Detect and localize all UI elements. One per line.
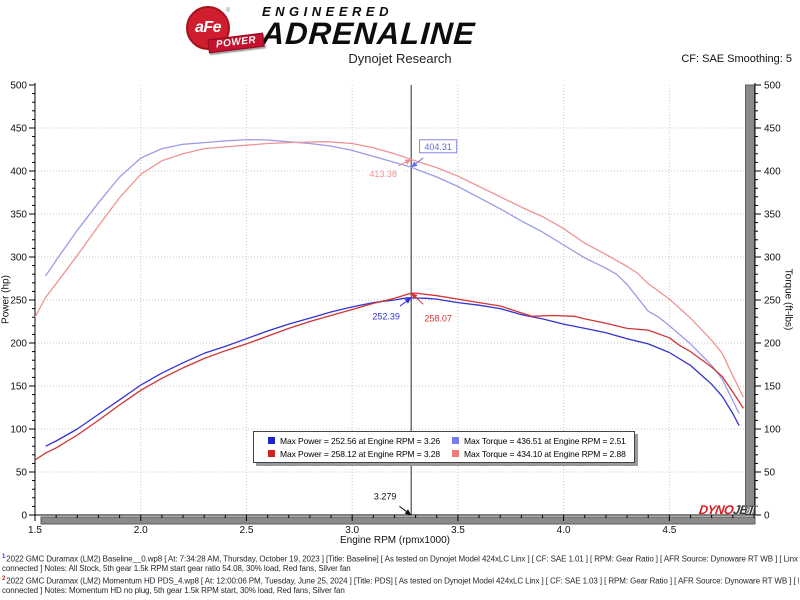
annotation-value-label: 258.07 (424, 314, 452, 324)
torque-tick-label: 250 (764, 296, 781, 307)
torque-tick-label: 0 (764, 511, 770, 522)
annotation-value-label: 252.39 (372, 311, 400, 321)
annotation-arrowhead (411, 293, 418, 300)
rpm-tick-label: 4.0 (557, 525, 571, 536)
bottom-axis-title: Engine RPM (rpmx1000) (339, 535, 451, 546)
torque-tick-label: 500 (764, 81, 781, 92)
annotation-arrow (415, 157, 424, 165)
registered-mark: ® (225, 8, 230, 14)
legend-swatch-power-baseline (268, 437, 275, 444)
smoothing-setting-label: CF: SAE Smoothing: 5 (681, 53, 792, 65)
brand-engineered-text: ENGINEERED (262, 4, 393, 19)
curve (45, 297, 740, 447)
run1-info-text: 2022 GMC Duramax (LM2) Baseline__0.wp8 [… (6, 554, 799, 563)
legend-row-baseline: Max Power = 252.56 at Engine RPM = 3.26 … (268, 434, 634, 447)
legend-box: Max Power = 252.56 at Engine RPM = 3.26 … (253, 431, 635, 463)
curve (34, 141, 744, 398)
rpm-tick-label: 3.5 (451, 525, 465, 536)
annotation-arrow (398, 161, 407, 167)
power-tick-label: 350 (10, 210, 27, 221)
legend-swatch-power-pds (268, 450, 275, 457)
legend-entry: Max Power = 258.12 at Engine RPM = 3.28 (268, 449, 452, 459)
power-tick-label: 150 (10, 382, 27, 393)
power-tick-label: 300 (10, 253, 27, 264)
legend-swatch-torque-pds (452, 450, 459, 457)
annotation-arrowhead (411, 161, 418, 168)
annotation-arrow (399, 301, 407, 307)
torque-tick-label: 100 (764, 425, 781, 436)
power-tick-label: 200 (10, 339, 27, 350)
rpm-tick-label: 3.0 (345, 525, 359, 536)
run2-notes-text: connected ] Notes: Momentum HD no plug, … (2, 586, 345, 595)
run1-notes-text: connected ] Notes: All Stock, 5th gear 1… (2, 564, 351, 573)
run2-marker: 2 (2, 576, 6, 582)
annotation-arrowhead (404, 509, 412, 515)
y-range-scrollbar[interactable] (745, 84, 755, 516)
power-tick-label: 50 (16, 468, 28, 479)
page-title: Dynojet Research (348, 51, 452, 66)
annotation-label-bg (367, 309, 405, 323)
curve (45, 138, 740, 414)
dynojet-logo-dyno: DYNO (698, 503, 735, 517)
annotation-value-label: 3.279 (374, 492, 397, 502)
legend-label: Max Torque = 434.10 at Engine RPM = 2.88 (464, 448, 626, 459)
annotation-arrowhead (404, 159, 412, 165)
legend-entry: Max Torque = 436.51 at Engine RPM = 2.51 (452, 436, 626, 446)
torque-tick-label: 50 (764, 468, 776, 479)
legend-swatch-torque-baseline (452, 437, 459, 444)
annotation-arrow (415, 296, 424, 305)
power-tick-label: 250 (10, 296, 27, 307)
run2-notes-line: connected ] Notes: Momentum HD no plug, … (2, 585, 799, 596)
rpm-tick-label: 2.5 (240, 525, 254, 536)
annotation-arrowhead (404, 297, 412, 304)
annotation-value-label: 413.38 (369, 169, 397, 179)
run2-info-line: 22022 GMC Duramax (LM2) Momentum HD PDS_… (2, 574, 799, 585)
run1-notes-line: connected ] Notes: All Stock, 5th gear 1… (2, 563, 799, 574)
annotation-label-bg (364, 166, 402, 180)
power-tick-label: 100 (10, 425, 27, 436)
run2-info-text: 2022 GMC Duramax (LM2) Momentum HD PDS_4… (6, 576, 799, 585)
rpm-tick-label: 2.0 (134, 525, 148, 536)
legend-label: Max Power = 252.56 at Engine RPM = 3.26 (280, 435, 441, 446)
legend-entry: Max Power = 252.56 at Engine RPM = 3.26 (268, 436, 452, 446)
legend-label: Max Torque = 436.51 at Engine RPM = 2.51 (464, 435, 626, 446)
afe-adrenaline-logo: aFe ® POWER ENGINEERED ADRENALINE (186, 4, 616, 54)
torque-tick-label: 300 (764, 253, 781, 264)
dynojet-logo-jet: JET (732, 503, 756, 517)
legend-entry: Max Torque = 434.10 at Engine RPM = 2.88 (452, 449, 626, 459)
rpm-tick-label: 1.5 (28, 525, 42, 536)
torque-tick-label: 350 (764, 210, 781, 221)
annotation-label-bg (419, 139, 458, 154)
run1-info-line: 12022 GMC Duramax (LM2) Baseline__0.wp8 … (2, 552, 799, 563)
legend-label: Max Power = 258.12 at Engine RPM = 3.28 (280, 448, 441, 459)
legend-row-pds: Max Power = 258.12 at Engine RPM = 3.28 … (268, 447, 634, 460)
run1-marker: 1 (2, 554, 6, 560)
annotation-value-label: 404.31 (424, 142, 452, 152)
annotation-label-bg (419, 311, 457, 325)
dynojet-logo: DYNOJET (698, 503, 756, 517)
torque-tick-label: 400 (764, 167, 781, 178)
rpm-tick-label: 4.5 (662, 525, 676, 536)
run-notes: 12022 GMC Duramax (LM2) Baseline__0.wp8 … (2, 552, 799, 596)
afe-badge-text: aFe (194, 19, 222, 36)
torque-tick-label: 150 (764, 382, 781, 393)
torque-tick-label: 200 (764, 339, 781, 350)
annotation-arrow (399, 506, 407, 512)
power-tick-label: 500 (10, 81, 27, 92)
power-tick-label: 450 (10, 124, 27, 135)
torque-tick-label: 450 (764, 124, 781, 135)
power-tick-label: 0 (21, 511, 27, 522)
curve (34, 292, 744, 461)
power-tick-label: 400 (10, 167, 27, 178)
brand-wordmark: ENGINEERED ADRENALINE (261, 4, 477, 51)
annotation-label-bg (369, 489, 402, 503)
x-range-scrollbar[interactable] (40, 516, 756, 525)
